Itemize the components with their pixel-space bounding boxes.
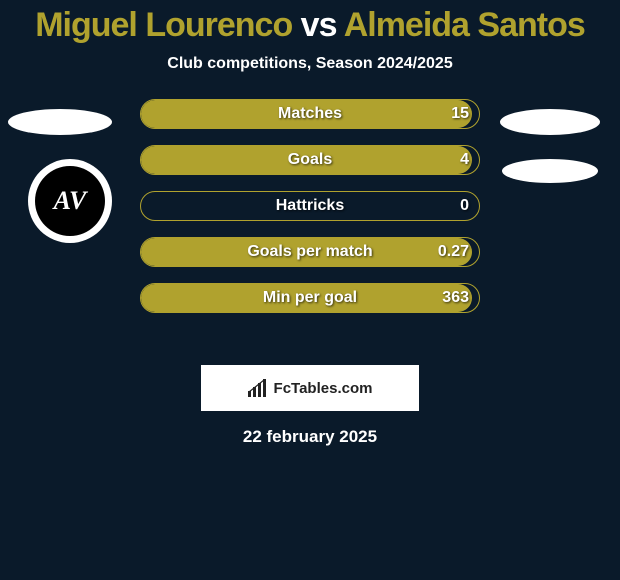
stat-value: 15 — [451, 100, 469, 128]
stat-label: Matches — [141, 100, 479, 128]
stat-row: Min per goal363 — [140, 283, 480, 313]
stat-row: Matches15 — [140, 99, 480, 129]
watermark-text: FcTables.com — [274, 380, 373, 397]
right-top-ellipse — [500, 109, 600, 135]
player-a-name: Miguel Lourenco — [35, 6, 292, 44]
club-badge-left-text: AV — [35, 166, 105, 236]
right-mid-ellipse — [502, 159, 598, 183]
stat-row: Hattricks0 — [140, 191, 480, 221]
club-badge-left: AV — [28, 159, 112, 243]
stat-value: 0 — [460, 192, 469, 220]
comparison-stage: AV Matches15 Goals4 Hattricks0 Goals per ma… — [0, 97, 620, 357]
stat-value: 363 — [442, 284, 469, 312]
stat-label: Goals — [141, 146, 479, 174]
bar-chart-icon — [248, 379, 268, 397]
comparison-title: Miguel Lourenco vs Almeida Santos — [0, 0, 620, 45]
watermark: FcTables.com — [201, 365, 419, 411]
left-top-ellipse — [8, 109, 112, 135]
stat-value: 4 — [460, 146, 469, 174]
title-vs: vs — [301, 6, 337, 44]
stat-bars: Matches15 Goals4 Hattricks0 Goals per match… — [140, 99, 480, 329]
stat-value: 0.27 — [438, 238, 469, 266]
date-line: 22 february 2025 — [0, 427, 620, 447]
player-b-name: Almeida Santos — [344, 6, 585, 44]
stat-row: Goals per match0.27 — [140, 237, 480, 267]
stat-row: Goals4 — [140, 145, 480, 175]
stat-label: Goals per match — [141, 238, 479, 266]
subtitle: Club competitions, Season 2024/2025 — [0, 55, 620, 73]
stat-label: Min per goal — [141, 284, 479, 312]
stat-label: Hattricks — [141, 192, 479, 220]
